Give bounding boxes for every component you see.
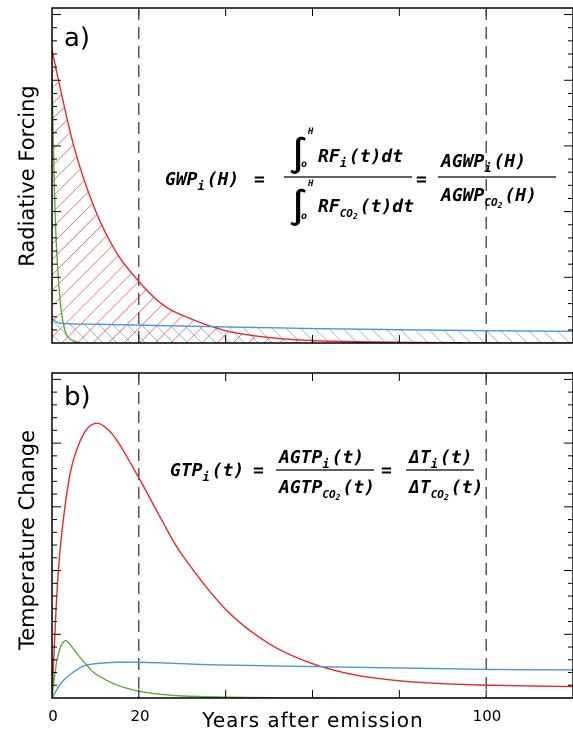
svg-text:ΔTCO2(t): ΔTCO2 (t) [408, 477, 483, 502]
red-integral-area [52, 50, 573, 343]
series-line-b-0 [52, 422, 573, 698]
svg-text:=: = [381, 460, 392, 481]
blue-integral-area [52, 318, 573, 343]
x-tick-label-0: 0 [48, 707, 58, 725]
integral-sign-lower: ∫ [288, 188, 308, 228]
x-tick-label-100: 100 [473, 707, 502, 725]
x-axis-label: Years after emission [201, 708, 423, 732]
panel-a-frame [51, 7, 573, 344]
svg-text:RFCO2(t)dt: RFCO2 (t)dt [318, 196, 414, 221]
series-line-a-2 [52, 71, 87, 343]
series-line-b-1 [52, 661, 573, 698]
panel-b: b) Temperature Change Years after emissi… [15, 372, 573, 732]
panel-a-label: a) [64, 23, 90, 53]
svg-text:AGWPi(H): AGWPi (H) [440, 151, 526, 175]
panel-b-label: b) [64, 382, 91, 412]
svg-text:H: H [307, 179, 314, 189]
svg-text:=: = [416, 169, 427, 190]
svg-text:ΔTi(t): ΔTi (t) [408, 447, 472, 471]
gwp-equation: GWPi (H) = ∫ H o RFi (t)dt ∫ H o RFCO2 (t)d… [165, 127, 556, 228]
svg-text:AGTPi(t): AGTPi (t) [278, 447, 364, 471]
series-line-a-1 [52, 317, 573, 332]
svg-text:o: o [301, 159, 307, 170]
svg-text:AGWPCO2(H): AGWPCO2 (H) [440, 185, 537, 210]
svg-text:H: H [307, 127, 314, 137]
svg-text:AGTPCO2(t): AGTPCO2 (t) [278, 477, 375, 502]
panel-b-frame [51, 372, 573, 699]
svg-text:RFi(t)dt: RFi (t)dt [318, 146, 403, 170]
panel-a: a) Radiative Forcing GWPi (H) = ∫ H o RFi… [15, 7, 573, 344]
panel-a-ylabel: Radiative Forcing [15, 85, 39, 267]
svg-text:GTPi(t): GTPi (t) [170, 460, 244, 484]
panel-b-ylabel: Temperature Change [15, 430, 39, 651]
svg-text:o: o [301, 211, 307, 222]
x-tick-label-20: 20 [130, 707, 149, 725]
svg-text:GWPi(H): GWPi (H) [165, 169, 239, 193]
svg-text:=: = [253, 460, 264, 481]
integral-sign-upper: ∫ [288, 136, 308, 176]
svg-text:=: = [254, 169, 265, 190]
gtp-equation: GTPi (t) = AGTPi (t) AGTPCO2 (t) = ΔTi (t) Δ… [170, 447, 483, 502]
